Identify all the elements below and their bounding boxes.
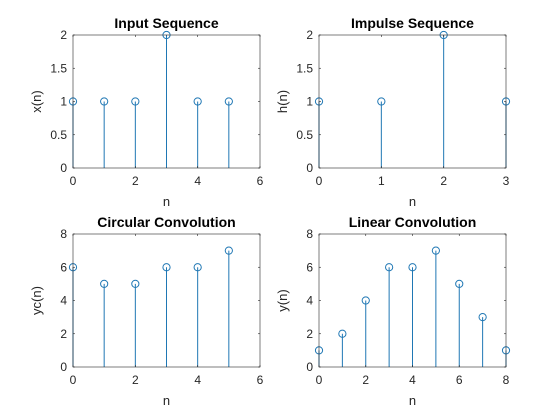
x-tick-label-2: 2 bbox=[132, 174, 139, 188]
stem-marker-2 bbox=[361, 296, 370, 305]
plot-area bbox=[319, 35, 506, 168]
y-tick-label-6: 6 bbox=[306, 260, 313, 274]
y-tick-label-2: 2 bbox=[60, 327, 67, 341]
x-tick-label-4: 4 bbox=[409, 373, 416, 387]
x-tick-label-6: 6 bbox=[257, 174, 264, 188]
stem-marker-3 bbox=[385, 263, 394, 272]
stem-marker-1 bbox=[377, 97, 386, 106]
y-tick-label-6: 6 bbox=[60, 260, 67, 274]
x-tick-label-0: 0 bbox=[70, 174, 77, 188]
x-tick-label-2: 2 bbox=[132, 373, 139, 387]
stem-marker-7 bbox=[478, 313, 487, 322]
chart-title: Input Sequence bbox=[114, 15, 218, 31]
x-tick-label-4: 4 bbox=[194, 373, 201, 387]
y-tick-label-2: 2 bbox=[60, 28, 67, 42]
stem-marker-5 bbox=[224, 246, 233, 255]
subplot-4: 0 2 4 6 8 0 2 4 6 8 Linear Convolution n y(n) bbox=[275, 214, 511, 408]
stem-marker-2 bbox=[131, 97, 140, 106]
stem-marker-5 bbox=[431, 246, 440, 255]
stem-marker-4 bbox=[408, 263, 417, 272]
y-tick-label-1-5: 1.5 bbox=[296, 61, 313, 75]
stem-marker-2 bbox=[131, 279, 140, 288]
y-tick-label-1: 1 bbox=[306, 95, 313, 109]
stem-marker-1 bbox=[338, 329, 347, 338]
y-tick-label-0: 0 bbox=[306, 161, 313, 175]
x-tick-label-2: 2 bbox=[440, 174, 447, 188]
x-axis-label: n bbox=[163, 194, 170, 209]
chart-title: Circular Convolution bbox=[97, 214, 235, 230]
y-tick-label-0: 0 bbox=[60, 360, 67, 374]
y-axis-label: h(n) bbox=[275, 90, 290, 113]
x-tick-label-0: 0 bbox=[316, 373, 323, 387]
x-tick-label-6: 6 bbox=[257, 373, 264, 387]
y-axis-label: y(n) bbox=[275, 289, 290, 311]
stem-marker-5 bbox=[224, 97, 233, 106]
y-axis-label: yc(n) bbox=[29, 286, 44, 315]
y-tick-label-4: 4 bbox=[306, 294, 313, 308]
x-tick-label-6: 6 bbox=[456, 373, 463, 387]
stem-marker-6 bbox=[455, 279, 464, 288]
y-tick-label-8: 8 bbox=[60, 227, 67, 241]
x-tick-label-8: 8 bbox=[503, 373, 510, 387]
x-axis-label: n bbox=[409, 194, 416, 209]
y-axis-label: x(n) bbox=[29, 90, 44, 112]
y-tick-label-2: 2 bbox=[306, 28, 313, 42]
stem-marker-3 bbox=[162, 263, 171, 272]
x-axis-label: n bbox=[409, 393, 416, 408]
stem-marker-4 bbox=[193, 263, 202, 272]
subplot-3: 0 2 4 6 0 2 4 6 8 Circular Convolution n yc(n) bbox=[29, 214, 264, 408]
stem-marker-1 bbox=[100, 279, 109, 288]
y-tick-label-0: 0 bbox=[60, 161, 67, 175]
y-tick-label-1-5: 1.5 bbox=[50, 61, 67, 75]
stem-marker-1 bbox=[100, 97, 109, 106]
subplot-1: 0 2 4 6 0 0.5 1 1.5 2 Input Sequence n x(n) bbox=[29, 15, 264, 209]
y-tick-label-8: 8 bbox=[306, 227, 313, 241]
y-tick-label-1: 1 bbox=[60, 95, 67, 109]
y-tick-label-0-5: 0.5 bbox=[50, 128, 67, 142]
chart-title: Linear Convolution bbox=[349, 214, 477, 230]
chart-title: Impulse Sequence bbox=[351, 15, 474, 31]
x-tick-label-0: 0 bbox=[70, 373, 77, 387]
y-tick-label-0-5: 0.5 bbox=[296, 128, 313, 142]
subplot-2: 0 1 2 3 0 0.5 1 1.5 2 Impulse Sequence n h(n) bbox=[275, 15, 511, 209]
y-tick-label-0: 0 bbox=[306, 360, 313, 374]
x-tick-label-3: 3 bbox=[503, 174, 510, 188]
x-tick-label-4: 4 bbox=[194, 174, 201, 188]
x-tick-label-0: 0 bbox=[316, 174, 323, 188]
stem-marker-4 bbox=[193, 97, 202, 106]
y-tick-label-2: 2 bbox=[306, 327, 313, 341]
y-tick-label-4: 4 bbox=[60, 294, 67, 308]
x-axis-label: n bbox=[163, 393, 170, 408]
x-tick-label-1: 1 bbox=[378, 174, 385, 188]
x-tick-label-2: 2 bbox=[362, 373, 369, 387]
